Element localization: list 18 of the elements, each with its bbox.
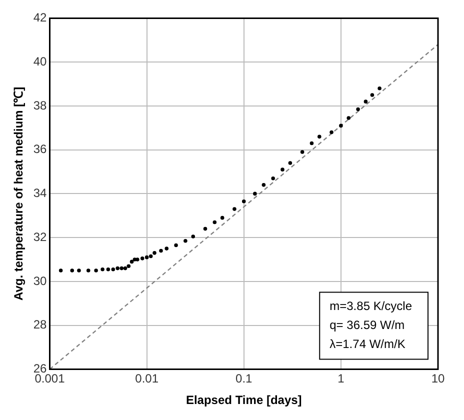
annotation: q= 36.59 W/m [330, 318, 405, 332]
annotation: m=3.85 K/cycle [330, 299, 412, 314]
y-tick-label: 42 [33, 10, 48, 25]
y-tick-label: 30 [33, 274, 48, 288]
x-axis-title: Elapsed Time [days] [186, 393, 302, 408]
x-tick-label: 10 [431, 372, 445, 386]
y-tick-label: 28 [33, 318, 48, 332]
x-tick-label: 1 [338, 372, 345, 386]
y-tick-label: 40 [33, 54, 48, 68]
y-tick-label: 36 [33, 142, 48, 156]
x-tick-label: 0.001 [34, 372, 66, 386]
y-tick-label: 38 [33, 98, 48, 112]
y-tick-label: 32 [33, 230, 48, 244]
annotation: λ=1.74 W/m/K [330, 337, 406, 352]
y-tick-label: 34 [33, 186, 48, 200]
y-axis-title: Avg. temperature of heat medium [℃] [12, 86, 26, 300]
x-tick-label: 0.01 [135, 372, 159, 386]
x-tick-label: 0.1 [236, 372, 253, 386]
